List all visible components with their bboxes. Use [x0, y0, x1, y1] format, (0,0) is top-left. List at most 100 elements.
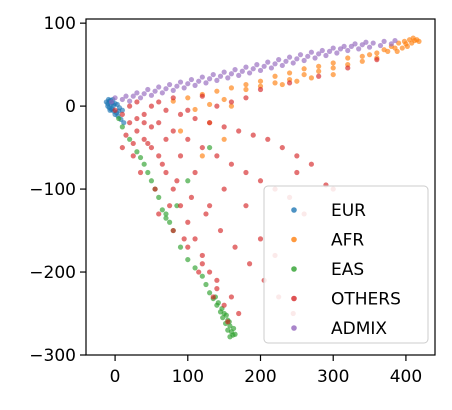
- data-point: [396, 40, 402, 46]
- data-point: [246, 70, 253, 76]
- data-point: [116, 115, 122, 122]
- y-tick-label: −300: [29, 346, 76, 366]
- data-point: [366, 52, 373, 58]
- data-point: [185, 81, 191, 87]
- data-point: [359, 42, 365, 48]
- data-point: [210, 71, 216, 78]
- data-point: [152, 88, 158, 94]
- data-point: [148, 124, 155, 130]
- data-point: [243, 95, 249, 101]
- axes: 0 100 200 300 400 −300 −200 −100 0 100: [29, 14, 436, 387]
- data-point: [265, 59, 271, 65]
- data-point: [223, 312, 229, 318]
- data-point: [185, 256, 191, 263]
- data-point: [127, 120, 133, 126]
- y-tick-label: −100: [29, 180, 76, 200]
- data-point: [279, 62, 285, 69]
- legend-label: EUR: [331, 201, 366, 221]
- data-point: [385, 48, 391, 54]
- y-tick-label: −200: [29, 263, 76, 283]
- data-point: [214, 88, 220, 94]
- data-point: [236, 72, 242, 79]
- data-point: [152, 186, 158, 192]
- data-point: [199, 74, 205, 80]
- data-point: [177, 111, 184, 118]
- data-point: [134, 90, 140, 96]
- data-point: [159, 161, 165, 167]
- data-point: [392, 37, 398, 44]
- x-tick-label: 0: [110, 367, 121, 387]
- series-admix: [108, 37, 398, 105]
- data-point: [196, 78, 202, 84]
- data-point: [163, 211, 169, 217]
- points-group: [103, 35, 422, 340]
- data-point: [207, 120, 213, 126]
- data-point: [137, 154, 144, 161]
- data-point: [170, 87, 176, 93]
- data-point: [114, 101, 120, 108]
- data-point: [221, 124, 227, 130]
- data-point: [323, 52, 329, 59]
- x-tick-label: 200: [244, 367, 276, 387]
- data-point: [366, 44, 373, 50]
- series-eas: [116, 115, 238, 340]
- data-point: [199, 93, 205, 99]
- data-point: [148, 103, 155, 109]
- data-point: [185, 136, 191, 142]
- data-point: [214, 77, 220, 83]
- data-point: [159, 90, 165, 96]
- data-point: [207, 144, 213, 151]
- data-point: [199, 252, 205, 259]
- data-point: [294, 78, 300, 84]
- data-point: [225, 75, 231, 81]
- data-point: [225, 319, 231, 325]
- data-point: [217, 73, 224, 79]
- data-point: [134, 115, 140, 122]
- data-point: [359, 58, 365, 64]
- data-point: [177, 128, 184, 134]
- data-point: [297, 52, 304, 58]
- data-point: [134, 149, 140, 155]
- data-point: [148, 144, 155, 151]
- data-point: [130, 153, 136, 159]
- data-point: [345, 55, 351, 61]
- data-point: [330, 65, 336, 71]
- data-point: [192, 115, 198, 122]
- data-point: [134, 99, 140, 105]
- data-point: [192, 236, 198, 242]
- data-point: [243, 169, 249, 176]
- data-point: [185, 95, 191, 101]
- legend-marker: [291, 236, 297, 243]
- data-point: [108, 99, 115, 105]
- data-point: [156, 194, 162, 200]
- data-point: [388, 41, 394, 47]
- legend-marker: [291, 266, 297, 272]
- data-point: [232, 331, 238, 337]
- data-point: [214, 286, 220, 292]
- data-point: [167, 203, 173, 209]
- data-point: [265, 136, 271, 142]
- data-point: [243, 203, 249, 209]
- data-point: [148, 92, 155, 98]
- data-point: [312, 55, 318, 61]
- data-point: [221, 136, 227, 142]
- data-point: [316, 68, 322, 74]
- data-point: [316, 51, 322, 57]
- data-point: [290, 60, 296, 66]
- legend-label: OTHERS: [331, 290, 401, 310]
- data-point: [294, 56, 300, 62]
- data-point: [326, 48, 333, 54]
- legend-marker: [291, 207, 297, 213]
- data-point: [170, 128, 176, 134]
- y-tick-label: 0: [65, 97, 76, 117]
- data-point: [141, 111, 147, 118]
- data-point: [356, 46, 362, 52]
- data-point: [243, 81, 249, 88]
- data-point: [337, 46, 344, 52]
- data-point: [119, 111, 125, 118]
- data-point: [127, 98, 133, 104]
- data-point: [377, 42, 384, 49]
- data-point: [130, 93, 136, 99]
